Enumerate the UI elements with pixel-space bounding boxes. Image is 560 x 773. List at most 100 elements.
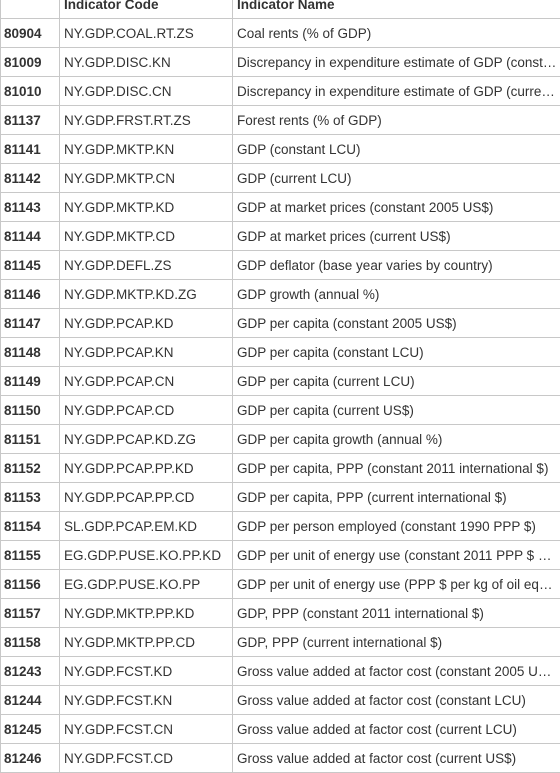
row-id: 81149 (1, 367, 60, 396)
indicator-name-cell: Forest rents (% of GDP) (233, 106, 560, 135)
row-id: 81009 (1, 48, 60, 77)
indicator-code: NY.GDP.MKTP.CD (60, 222, 233, 251)
indicator-code: NY.GDP.DISC.KN (60, 48, 233, 77)
indicator-name: GDP deflator (base year varies by countr… (237, 258, 557, 273)
row-id: 81155 (1, 541, 60, 570)
row-id: 81151 (1, 425, 60, 454)
indicator-name-cell: Gross value added at factor cost (consta… (233, 657, 560, 686)
header-indicator-code: Indicator Code (60, 0, 233, 19)
row-id: 81010 (1, 77, 60, 106)
indicator-code: NY.GDP.FCST.CD (60, 744, 233, 773)
indicator-code: SL.GDP.PCAP.EM.KD (60, 512, 233, 541)
indicator-name-cell: GDP at market prices (current US$) (233, 222, 560, 251)
header-id (1, 0, 60, 19)
indicator-name: GDP (current LCU) (237, 171, 557, 186)
indicator-name: GDP (constant LCU) (237, 142, 557, 157)
indicator-code: NY.GDP.DEFL.ZS (60, 251, 233, 280)
indicator-name: GDP per unit of energy use (constant 201… (237, 548, 557, 563)
indicator-name-cell: GDP, PPP (current international $) (233, 628, 560, 657)
row-id: 81141 (1, 135, 60, 164)
row-id: 81246 (1, 744, 60, 773)
indicator-name: GDP at market prices (constant 2005 US$) (237, 200, 557, 215)
indicator-name: GDP per capita (constant 2005 US$) (237, 316, 557, 331)
indicator-name-cell: GDP (constant LCU) (233, 135, 560, 164)
indicator-name-cell: GDP per unit of energy use (constant 201… (233, 541, 560, 570)
indicator-name-cell: Coal rents (% of GDP) (233, 19, 560, 48)
indicator-name-cell: Discrepancy in expenditure estimate of G… (233, 77, 560, 106)
indicator-code: NY.GDP.FCST.KD (60, 657, 233, 686)
indicator-name-cell: GDP per capita (constant LCU) (233, 338, 560, 367)
indicator-name-cell: GDP deflator (base year varies by countr… (233, 251, 560, 280)
indicator-name-cell: GDP per capita, PPP (current internation… (233, 483, 560, 512)
indicator-code: NY.GDP.PCAP.CN (60, 367, 233, 396)
indicator-code: NY.GDP.MKTP.KN (60, 135, 233, 164)
row-id: 81157 (1, 599, 60, 628)
row-id: 81244 (1, 686, 60, 715)
indicator-code: NY.GDP.FCST.KN (60, 686, 233, 715)
indicator-code: NY.GDP.COAL.RT.ZS (60, 19, 233, 48)
indicator-name: Gross value added at factor cost (curren… (237, 722, 557, 737)
indicator-name: GDP per capita (current LCU) (237, 374, 557, 389)
row-id: 81153 (1, 483, 60, 512)
indicator-name-cell: GDP per capita (current LCU) (233, 367, 560, 396)
indicator-name-cell: GDP per capita (constant 2005 US$) (233, 309, 560, 338)
indicator-name: GDP per capita (current US$) (237, 403, 557, 418)
header-indicator-name: Indicator Name (233, 0, 560, 19)
row-id: 81245 (1, 715, 60, 744)
indicator-code: NY.GDP.FCST.CN (60, 715, 233, 744)
indicator-name-cell: GDP, PPP (constant 2011 international $) (233, 599, 560, 628)
indicator-name: GDP per capita, PPP (current internation… (237, 490, 557, 505)
indicator-name: Discrepancy in expenditure estimate of G… (237, 55, 557, 70)
row-id: 81156 (1, 570, 60, 599)
indicator-name: Gross value added at factor cost (consta… (237, 664, 557, 679)
indicator-name: Gross value added at factor cost (curren… (237, 751, 557, 766)
row-id: 81145 (1, 251, 60, 280)
row-id: 80904 (1, 19, 60, 48)
indicator-code: NY.GDP.MKTP.PP.CD (60, 628, 233, 657)
indicator-name-cell: GDP per capita growth (annual %) (233, 425, 560, 454)
row-id: 81144 (1, 222, 60, 251)
indicator-code: NY.GDP.PCAP.PP.CD (60, 483, 233, 512)
indicator-code: EG.GDP.PUSE.KO.PP.KD (60, 541, 233, 570)
indicator-name-cell: GDP growth (annual %) (233, 280, 560, 309)
row-id: 81148 (1, 338, 60, 367)
indicator-name: GDP per capita, PPP (constant 2011 inter… (237, 461, 557, 476)
indicator-name-cell: Gross value added at factor cost (consta… (233, 686, 560, 715)
indicator-code: NY.GDP.MKTP.KD.ZG (60, 280, 233, 309)
indicator-code: NY.GDP.PCAP.CD (60, 396, 233, 425)
row-id: 81243 (1, 657, 60, 686)
indicator-name: GDP growth (annual %) (237, 287, 557, 302)
row-id: 81143 (1, 193, 60, 222)
indicator-code: NY.GDP.PCAP.KD (60, 309, 233, 338)
indicator-name-cell: GDP (current LCU) (233, 164, 560, 193)
row-id: 81158 (1, 628, 60, 657)
row-id: 81152 (1, 454, 60, 483)
indicator-code: NY.GDP.MKTP.KD (60, 193, 233, 222)
indicator-name-cell: Gross value added at factor cost (curren… (233, 744, 560, 773)
indicator-name-cell: Discrepancy in expenditure estimate of G… (233, 48, 560, 77)
table-header: Indicator Code Indicator Name (1, 0, 560, 19)
indicator-name: Discrepancy in expenditure estimate of G… (237, 84, 557, 99)
indicator-name-cell: Gross value added at factor cost (curren… (233, 715, 560, 744)
indicator-name-cell: GDP at market prices (constant 2005 US$) (233, 193, 560, 222)
